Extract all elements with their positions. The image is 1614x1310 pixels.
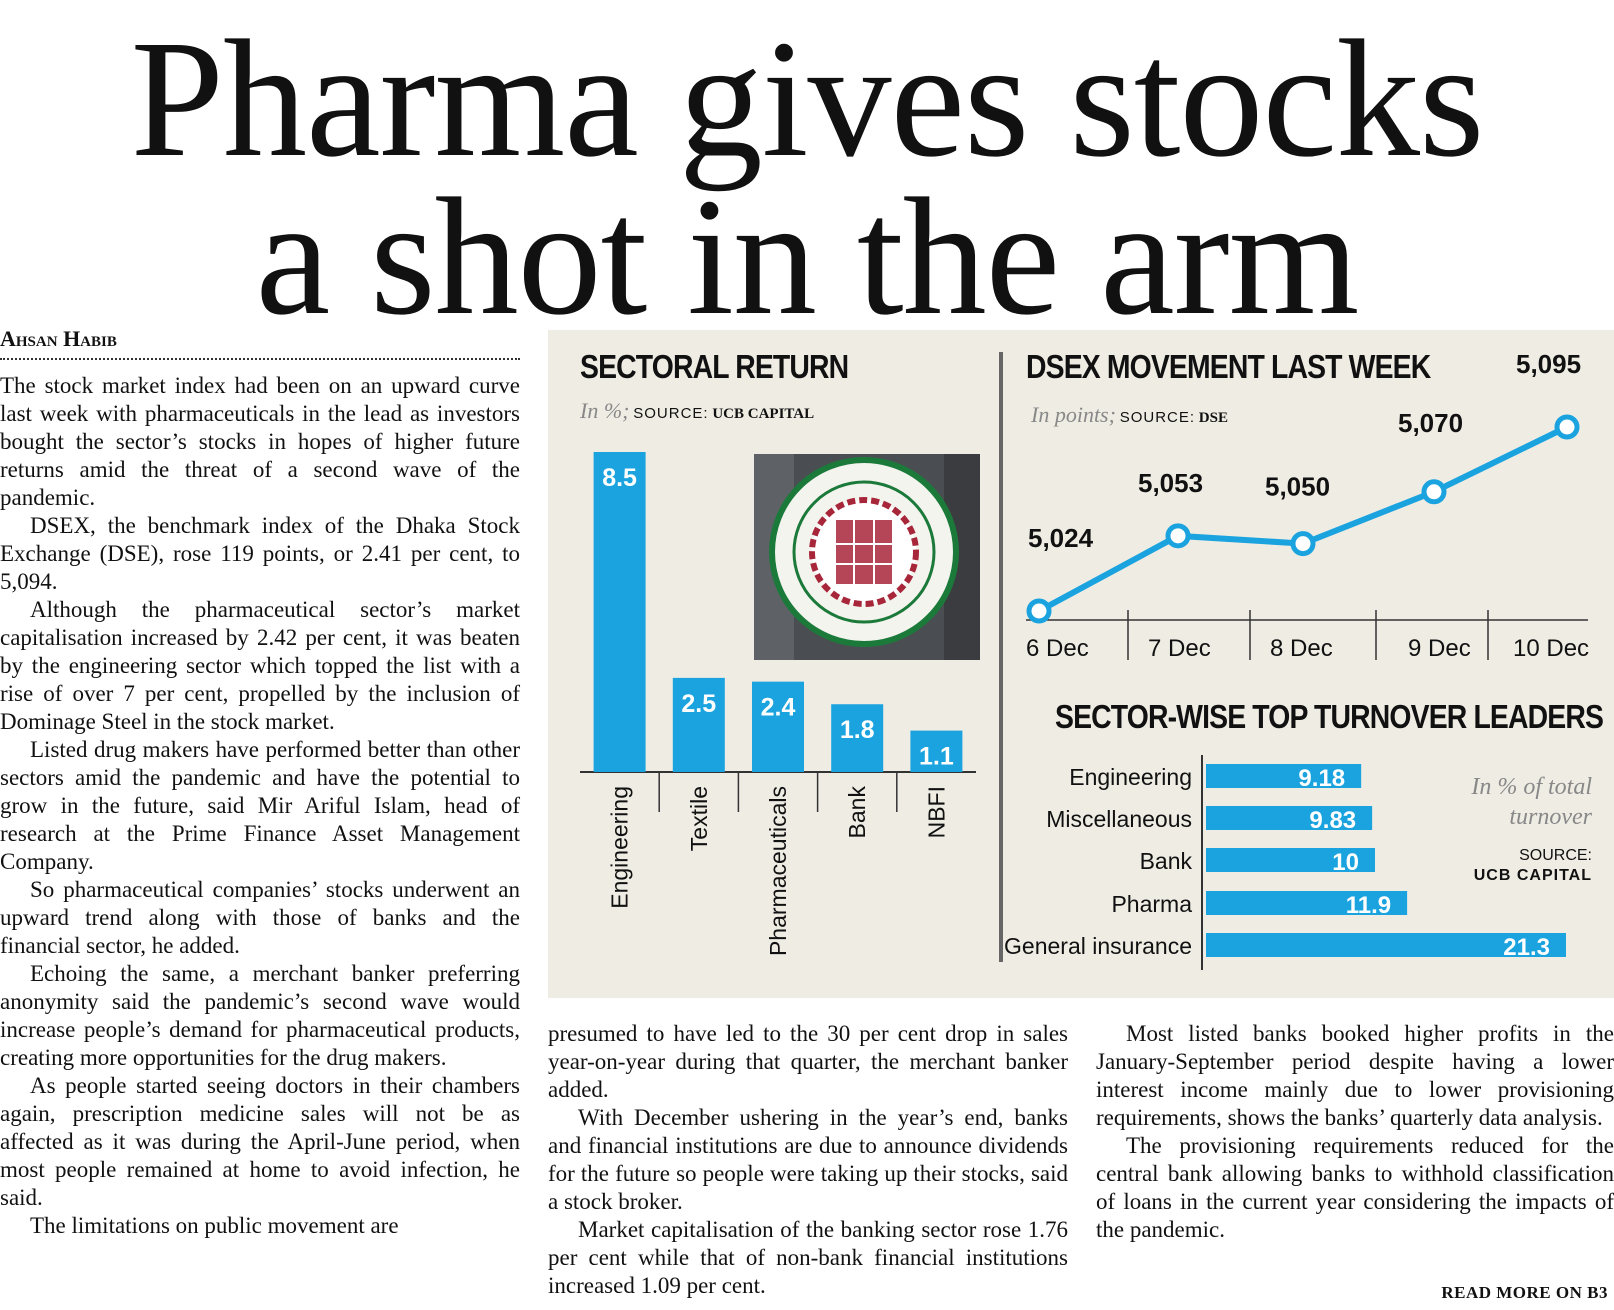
turnover-bar (1206, 764, 1362, 788)
point-value-label: 5,053 (1138, 468, 1203, 498)
category-label: Miscellaneous (1046, 806, 1192, 832)
bar-engineering (593, 452, 646, 772)
turnover-title: SECTOR-WISE TOP TURNOVER LEADERS (1055, 698, 1604, 735)
category-label: Engineering (1069, 764, 1192, 790)
bar-value-label: 2.5 (681, 690, 716, 718)
point-value-label: 5,070 (1398, 408, 1463, 438)
x-tick-label: 10 Dec (1513, 635, 1589, 662)
dsex-title: DSEX MOVEMENT LAST WEEK (1026, 348, 1431, 385)
paragraph: The limitations on public movement are (30, 1213, 399, 1238)
dhaka-stock-exchange-logo-photo (754, 454, 980, 660)
turnover-source: SOURCE: UCB CAPITAL (1418, 846, 1592, 886)
bar-value-label: 9.18 (1298, 765, 1345, 792)
turnover-bar (1206, 891, 1408, 915)
point-value-label: 5,024 (1028, 523, 1094, 553)
category-label: NBFI (923, 786, 949, 838)
category-label: Pharmaceuticals (765, 786, 791, 956)
paragraph: The provisioning requirements reduced fo… (1096, 1133, 1614, 1242)
point-value-label: 5,095 (1516, 349, 1581, 379)
bar-value-label: 8.5 (602, 464, 637, 492)
bar-value-label: 1.8 (840, 716, 875, 744)
byline: Ahsan Habib (0, 326, 520, 360)
dsex-unit: In points; (1031, 402, 1116, 427)
point-value-label: 5,050 (1265, 472, 1330, 502)
paragraph: DSEX, the benchmark index of the Dhaka S… (0, 513, 520, 594)
article-column-2: presumed to have led to the 30 per cent … (548, 1020, 1068, 1300)
paragraph: presumed to have led to the 30 per cent … (548, 1021, 1068, 1102)
read-more-link[interactable]: READ MORE ON B3 (1441, 1283, 1608, 1302)
data-point (1026, 598, 1052, 624)
paragraph: As people started seeing doctors in thei… (0, 1073, 520, 1210)
turnover-bar-chart: 9.18 Engineering 9.83 Miscellaneous 10 Bank 11… (1004, 755, 1566, 970)
x-tick-label: 8 Dec (1270, 635, 1333, 662)
category-label: General insurance (1004, 933, 1192, 959)
dsex-source-name: DSE (1198, 410, 1228, 426)
sectoral-return-chart: 8.5 Engineering 2.5 Textile 2.4 Pharmaceutica… (580, 452, 976, 956)
headline-line-1: Pharma gives stocks (130, 6, 1485, 192)
x-tick-label: 9 Dec (1408, 635, 1471, 662)
turnover-unit-note: In % of total turnover (1471, 774, 1592, 830)
bar-pharmaceuticals (752, 681, 804, 772)
turnover-bar (1206, 933, 1566, 957)
bar-value-label: 21.3 (1503, 934, 1550, 961)
data-point (1290, 531, 1316, 557)
paragraph: So pharmaceutical companies’ stocks unde… (0, 877, 520, 958)
dsex-source-label: SOURCE: (1119, 409, 1196, 426)
paragraph: Although the pharmaceutical sector’s mar… (0, 597, 520, 734)
paragraph: Listed drug makers have performed better… (0, 737, 520, 874)
paragraph: Market capitalisation of the banking sec… (548, 1217, 1068, 1298)
bar-value-label: 2.4 (761, 694, 796, 722)
category-label: Engineering (607, 786, 633, 909)
bar-textile (672, 677, 725, 772)
turnover-bar (1206, 806, 1373, 830)
source-name: UCB CAPITAL (712, 406, 815, 422)
category-label: Bank (1140, 848, 1193, 874)
bar-value-label: 1.1 (919, 743, 954, 771)
bar-value-label: 11.9 (1346, 892, 1391, 919)
bar-value-label: 9.83 (1309, 807, 1356, 834)
infographic-panel: SECTORAL RETURN In %; SOURCE: UCB CAPITA… (548, 330, 1614, 998)
bar-bank (831, 704, 884, 772)
article-column-3: Most listed banks booked higher profits … (1096, 1020, 1614, 1244)
category-label: Bank (844, 786, 870, 839)
headline-line-2: a shot in the arm (255, 164, 1360, 350)
paragraph: With December ushering in the year’s end… (548, 1105, 1068, 1214)
data-point (1165, 523, 1191, 549)
turnover-source-label: SOURCE: (1519, 847, 1592, 864)
turnover-source-name: UCB CAPITAL (1473, 867, 1592, 884)
source-label: SOURCE: (633, 405, 709, 422)
category-label: Textile (686, 786, 712, 851)
sectoral-return-unit: In %; (580, 398, 630, 423)
x-tick-label: 7 Dec (1148, 635, 1211, 662)
x-tick-label: 6 Dec (1026, 635, 1089, 662)
paragraph: Most listed banks booked higher profits … (1096, 1021, 1614, 1130)
data-point (1554, 414, 1580, 440)
article-column-1: The stock market index had been on an up… (0, 372, 520, 1240)
divider-line (999, 352, 1003, 962)
paragraph: Echoing the same, a merchant banker pref… (0, 961, 520, 1070)
dsex-line-chart: 5,024 5,053 5,050 5,070 5,095 6 Dec 7 Dec 8 Dec… (1026, 349, 1589, 662)
sectoral-return-source: In %; SOURCE: UCB CAPITAL (580, 398, 814, 424)
turnover-bar (1206, 848, 1376, 872)
bar-value-label: 10 (1332, 849, 1359, 876)
paragraph: The stock market index had been on an up… (0, 373, 520, 510)
bar-nbfi (910, 730, 963, 772)
headline: Pharma gives stocks a shot in the arm (0, 6, 1614, 350)
data-point (1421, 479, 1447, 505)
category-label: Pharma (1111, 891, 1192, 917)
dsex-source: In points; SOURCE: DSE (1031, 402, 1228, 428)
sectoral-return-title: SECTORAL RETURN (580, 348, 849, 385)
